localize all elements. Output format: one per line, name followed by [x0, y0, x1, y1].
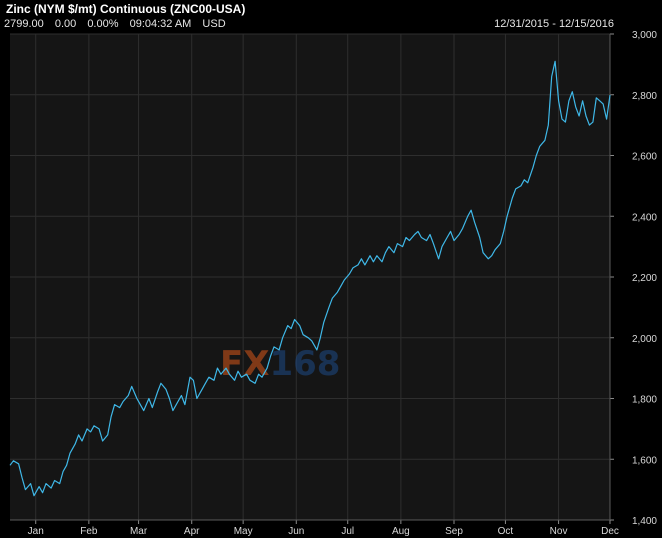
y-tick-label: 1,400	[632, 516, 657, 527]
chart-title: Zinc (NYM $/mt) Continuous (ZNC00-USA)	[6, 2, 246, 16]
x-tick-label: Feb	[80, 526, 98, 537]
y-tick-label: 2,200	[632, 273, 657, 284]
y-tick-label: 3,000	[632, 30, 657, 41]
series-group	[9, 60, 611, 497]
x-tick-label: Mar	[130, 526, 148, 537]
chart-header: Zinc (NYM $/mt) Continuous (ZNC00-USA) 2…	[0, 0, 662, 34]
x-tick-label: Aug	[392, 526, 410, 537]
x-tick-label: Apr	[184, 526, 200, 537]
net-change: 0.00	[54, 18, 77, 30]
x-tick-label: Nov	[550, 526, 568, 537]
x-tick-label: Sep	[445, 526, 463, 537]
percent-change: 0.00%	[87, 18, 119, 30]
fx168-watermark: FX168	[220, 344, 340, 384]
x-tick-label: Dec	[601, 526, 619, 537]
date-range: 12/31/2015 - 12/15/2016	[494, 18, 614, 30]
x-tick-label: Jun	[288, 526, 304, 537]
y-tick-label: 2,600	[632, 152, 657, 163]
quote-time: 09:04:32 AM	[129, 18, 192, 30]
svg-text:FX168: FX168	[220, 344, 340, 384]
y-tick-label: 2,400	[632, 212, 657, 223]
price-line	[9, 60, 611, 497]
x-tick-label: Oct	[498, 526, 514, 537]
x-tick-label: May	[234, 526, 253, 537]
currency: USD	[202, 18, 226, 30]
watermark-prefix: FX	[220, 344, 269, 384]
y-tick-label: 2,000	[632, 334, 657, 345]
x-axis: Jan Feb Mar Apr May Jun Jul Aug Sep Oct Nov Dec	[10, 519, 619, 537]
quote-row: 2799.00 0.00 0.00% 09:04:32 AM USD	[4, 18, 234, 30]
last-price: 2799.00	[4, 18, 44, 30]
watermark-suffix: 168	[269, 344, 340, 384]
y-tick-label: 1,800	[632, 395, 657, 406]
y-axis: 1,400 1,600 1,800 2,000 2,200 2,400 2,600 2,800…	[609, 30, 657, 527]
y-tick-label: 2,800	[632, 91, 657, 102]
y-tick-label: 1,600	[632, 455, 657, 466]
x-tick-label: Jan	[28, 526, 44, 537]
x-tick-label: Jul	[341, 526, 354, 537]
